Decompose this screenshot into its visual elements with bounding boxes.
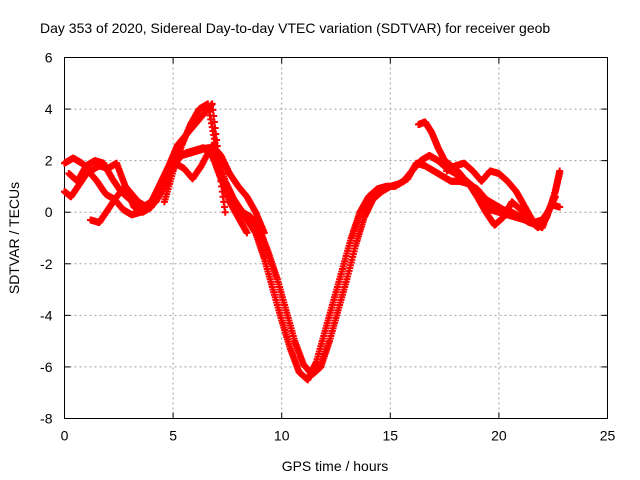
data-point bbox=[209, 106, 217, 114]
series-track-e bbox=[160, 100, 229, 216]
y-tick-label: 4 bbox=[45, 101, 53, 117]
chart-title: Day 353 of 2020, Sidereal Day-to-day VTE… bbox=[40, 20, 550, 36]
data-point bbox=[556, 167, 564, 175]
data-point bbox=[243, 229, 251, 237]
y-tick-label: -2 bbox=[40, 256, 53, 272]
data-point bbox=[556, 203, 564, 211]
data-point bbox=[221, 208, 229, 216]
y-tick-label: 0 bbox=[45, 204, 53, 220]
y-tick-label: 2 bbox=[45, 153, 53, 169]
x-tick-label: 10 bbox=[274, 428, 290, 444]
plot-frame bbox=[64, 57, 608, 419]
x-tick-label: 0 bbox=[61, 428, 69, 444]
y-axis-label: SDTVAR / TECUs bbox=[6, 182, 22, 294]
y-tick-label: -4 bbox=[40, 307, 53, 323]
series-track-g bbox=[443, 159, 564, 232]
grid bbox=[64, 57, 608, 419]
x-tick-label: 5 bbox=[169, 428, 177, 444]
x-tick-label: 20 bbox=[491, 428, 507, 444]
y-tick-label: 6 bbox=[45, 50, 53, 66]
x-tick-label: 25 bbox=[600, 428, 616, 444]
x-tick-label: 15 bbox=[383, 428, 399, 444]
data-point bbox=[260, 229, 268, 237]
axes: 0 5 10 15 20 25 -8 -6 -4 -2 0 2 4 6 bbox=[40, 50, 615, 444]
x-axis-label: GPS time / hours bbox=[282, 458, 389, 474]
data-points bbox=[61, 100, 564, 384]
y-tick-label: -8 bbox=[40, 411, 53, 427]
y-tick-label: -6 bbox=[40, 359, 53, 375]
